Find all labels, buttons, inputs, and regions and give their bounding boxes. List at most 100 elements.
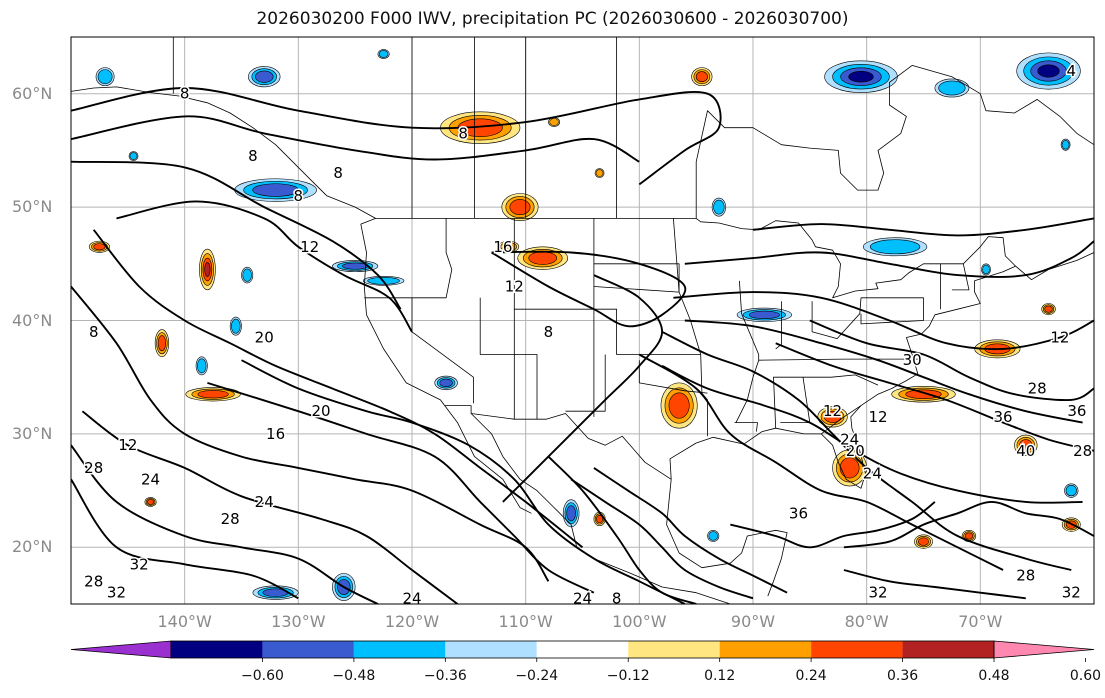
boundary-line — [775, 301, 782, 350]
boundary-line — [514, 308, 701, 355]
precip-patch — [562, 499, 580, 528]
precip-patch — [377, 49, 390, 59]
contour-label: 8 — [89, 323, 99, 341]
iwv-contour — [775, 342, 1094, 452]
contour-label: 12 — [868, 408, 887, 426]
colorbar-label: −0.36 — [423, 668, 467, 684]
longitude-label: 80°W — [844, 612, 889, 631]
colorbar-label: 0.24 — [795, 668, 827, 684]
iwv-contour — [491, 250, 687, 328]
iwv-contour — [116, 200, 413, 333]
precip-patch — [95, 67, 115, 87]
contour-label: 16 — [266, 425, 285, 443]
precip-patch — [817, 406, 848, 428]
colorbar-label: 0.48 — [978, 668, 1010, 684]
contour-label: 24 — [863, 465, 882, 483]
boundary-line — [638, 360, 708, 394]
iwv-contour — [661, 365, 1083, 504]
contour-label: 28 — [221, 510, 240, 528]
contour-label: 24 — [141, 470, 160, 488]
iwv-contour — [92, 229, 584, 549]
latitude-label: 50°N — [12, 197, 53, 217]
iwv-contour — [207, 381, 595, 594]
boundary-line — [695, 65, 1094, 219]
precip-patch — [1016, 52, 1081, 90]
contour-label: 24 — [255, 493, 274, 511]
colorbar-segment — [536, 641, 629, 658]
iwv-contour — [71, 87, 722, 186]
longitude-label: 70°W — [958, 612, 1003, 631]
precip-patch — [434, 375, 458, 390]
iwv-contour — [71, 444, 379, 604]
colorbar-segment — [719, 641, 812, 658]
precip-patch — [154, 329, 170, 358]
latitude-label: 40°N — [12, 310, 53, 330]
boundary-line — [734, 280, 760, 432]
contour-label: 32 — [1062, 584, 1081, 602]
map-title: 2026030200 F000 IWV, precipitation PC (2… — [256, 9, 849, 29]
iwv-contour — [547, 455, 697, 604]
boundary-line — [364, 218, 453, 299]
colorbar-label: −0.60 — [240, 668, 284, 684]
colorbar-label: 0.36 — [886, 668, 919, 684]
precip-patch — [707, 529, 720, 542]
precip-patch — [1060, 138, 1071, 151]
iwv-contour — [71, 115, 640, 163]
boundary-line — [820, 405, 862, 435]
precip-patch — [248, 66, 281, 88]
contour-label: 28 — [84, 572, 103, 590]
precip-patch — [961, 529, 977, 542]
precip-patch — [914, 534, 933, 549]
contour-label: 12 — [1050, 329, 1069, 347]
contour-label: 8 — [458, 124, 468, 142]
contour-label: 28 — [1073, 442, 1092, 460]
iwv-contour — [661, 330, 1072, 571]
contour-label: 28 — [1016, 567, 1035, 585]
contour-label: 24 — [573, 589, 592, 607]
iwv-contour — [71, 160, 402, 310]
precip-patch — [1041, 303, 1056, 316]
iwv-contour — [809, 319, 1094, 402]
contour-label: 36 — [1067, 402, 1086, 420]
iwv-contour — [673, 291, 1094, 351]
contour-label: 12 — [300, 238, 319, 256]
boundary-line — [860, 297, 924, 325]
contour-label: 24 — [402, 589, 421, 607]
longitude-label: 130°W — [271, 612, 326, 631]
iwv-contour — [593, 467, 788, 594]
precip-patch — [440, 111, 521, 144]
boundary-line — [445, 405, 672, 480]
contour-label: 28 — [1028, 380, 1047, 398]
latitude-label: 20°N — [12, 537, 53, 557]
precip-patch — [498, 240, 520, 253]
contour-label: 20 — [255, 329, 274, 347]
iwv-contour — [241, 359, 686, 604]
precip-patch — [981, 263, 991, 276]
boundary-line — [360, 224, 532, 514]
precip-patch — [594, 168, 605, 178]
longitude-label: 100°W — [612, 612, 667, 631]
boundary-line — [666, 479, 788, 597]
contour-label: 12 — [823, 402, 842, 420]
precip-patch — [1064, 483, 1079, 498]
colorbar-segment — [262, 641, 354, 658]
contour-label: 28 — [84, 459, 103, 477]
colorbar-frame — [170, 640, 995, 659]
boundary-line — [470, 413, 731, 604]
iwv-contour — [843, 500, 1094, 549]
precip-patch — [88, 240, 110, 253]
contour-label: 12 — [118, 436, 137, 454]
precip-patch — [229, 316, 242, 336]
colorbar-extend-high — [993, 640, 1095, 659]
iwv-contour — [71, 285, 550, 582]
precip-patch — [195, 356, 208, 376]
contour-label: 32 — [868, 584, 887, 602]
contour-label: 36 — [994, 408, 1013, 426]
colorbar-segment — [628, 641, 720, 658]
colorbar-extend-low — [70, 640, 172, 659]
precip-patch — [128, 151, 139, 161]
boundary-line — [479, 297, 538, 420]
contour-label: 8 — [333, 164, 343, 182]
